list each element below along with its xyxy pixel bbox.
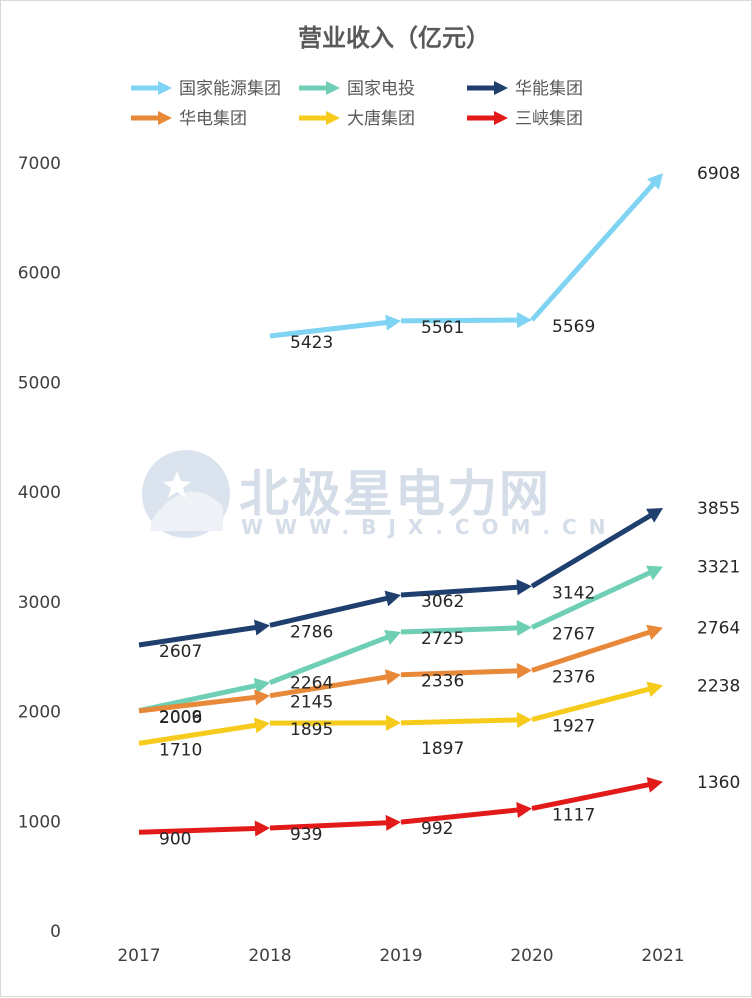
data-label: 3321: [697, 558, 740, 578]
series-arrow: [517, 663, 532, 679]
data-label: 2607: [159, 642, 202, 662]
legend-label: 大唐集团: [347, 108, 415, 129]
series-arrow: [516, 802, 532, 818]
series-arrow: [517, 312, 532, 328]
y-tick-label: 7000: [18, 154, 61, 174]
x-tick-label: 2021: [641, 946, 684, 966]
y-tick-label: 2000: [18, 703, 61, 723]
watermark-logo-icon: [142, 450, 230, 538]
y-tick-label: 1000: [18, 812, 61, 832]
data-label: 6908: [697, 164, 740, 184]
legend-label: 国家电投: [347, 79, 415, 99]
watermark-subtext: WWW.BJX.COM.CN: [241, 515, 617, 539]
series-arrow: [386, 715, 401, 731]
data-label: 2725: [421, 629, 464, 649]
series-arrow: [646, 625, 663, 640]
data-label: 2006: [159, 708, 202, 728]
chart-title: 营业收入（亿元）: [298, 24, 490, 52]
series-segment: [139, 828, 258, 832]
data-label: 1360: [697, 773, 740, 793]
data-label: 2786: [290, 622, 333, 642]
data-label: 1927: [552, 717, 595, 737]
series-segment: [401, 810, 520, 822]
data-label: 3142: [552, 583, 595, 603]
series-arrow: [385, 315, 401, 331]
series-segment: [401, 720, 520, 723]
data-label: 1897: [421, 739, 464, 759]
data-label: 2767: [552, 624, 595, 644]
series-arrow: [254, 620, 270, 636]
series-arrow: [517, 712, 532, 728]
series-arrow: [517, 620, 532, 636]
series-line: [270, 173, 663, 336]
data-label: 1710: [159, 740, 202, 760]
series-arrow: [385, 591, 401, 607]
series-arrow: [647, 777, 663, 793]
series-arrow: [254, 717, 270, 733]
data-label: 3855: [697, 499, 740, 519]
data-label: 939: [290, 825, 322, 845]
legend-arrow-icon: [326, 111, 340, 125]
legend-arrow-icon: [494, 81, 508, 95]
legend-arrow-icon: [494, 111, 508, 125]
series-arrow: [516, 579, 532, 595]
x-tick-label: 2019: [379, 946, 422, 966]
legend-label: 国家能源集团: [179, 79, 281, 99]
x-tick-label: 2020: [510, 946, 553, 966]
y-tick-label: 6000: [18, 264, 61, 284]
data-label: 900: [159, 829, 191, 849]
y-tick-label: 0: [50, 922, 61, 942]
legend-label: 华电集团: [179, 109, 247, 129]
x-tick-label: 2017: [117, 946, 160, 966]
data-label: 5569: [552, 317, 595, 337]
data-label: 2264: [290, 674, 333, 694]
data-label: 2238: [697, 676, 740, 696]
data-label: 1895: [290, 720, 333, 740]
data-label: 5561: [421, 318, 464, 338]
series-arrow: [255, 820, 270, 836]
legend-item: 国家电投: [299, 79, 415, 99]
watermark: 北极星电力网 WWW.BJX.COM.CN: [142, 450, 617, 539]
y-tick-label: 4000: [18, 483, 61, 503]
series-segment: [270, 598, 389, 626]
legend-label: 华能集团: [515, 79, 583, 99]
legend-arrow-icon: [158, 81, 172, 95]
data-label: 2336: [421, 672, 464, 692]
legend-arrow-icon: [326, 81, 340, 95]
series-segment: [532, 182, 655, 320]
data-label: 3062: [421, 592, 464, 612]
legend-label: 三峡集团: [515, 109, 583, 129]
legend-item: 华能集团: [467, 79, 583, 99]
series-arrow: [385, 669, 401, 685]
series-segment: [270, 823, 389, 828]
data-label: 5423: [290, 333, 333, 353]
series-arrow: [254, 689, 270, 705]
legend-item: 国家能源集团: [131, 79, 281, 99]
y-axis: 0 1000 2000 3000 4000 5000 6000 7000: [18, 154, 61, 942]
legend-item: 华电集团: [131, 109, 247, 129]
series-arrow: [646, 681, 663, 696]
y-tick-label: 5000: [18, 373, 61, 393]
series-segment: [532, 688, 651, 719]
legend-arrow-icon: [158, 111, 172, 125]
data-label: 2145: [290, 693, 333, 713]
data-label: 2376: [552, 667, 595, 687]
data-label: 1117: [552, 805, 595, 825]
x-tick-label: 2018: [248, 946, 291, 966]
legend-item: 大唐集团: [299, 108, 415, 129]
legend-item: 三峡集团: [467, 109, 583, 129]
data-label: 2764: [697, 619, 740, 639]
series-arrow: [386, 815, 401, 831]
y-tick-label: 3000: [18, 593, 61, 613]
x-axis: 2017 2018 2019 2020 2021: [117, 946, 684, 966]
data-label: 992: [421, 819, 453, 839]
